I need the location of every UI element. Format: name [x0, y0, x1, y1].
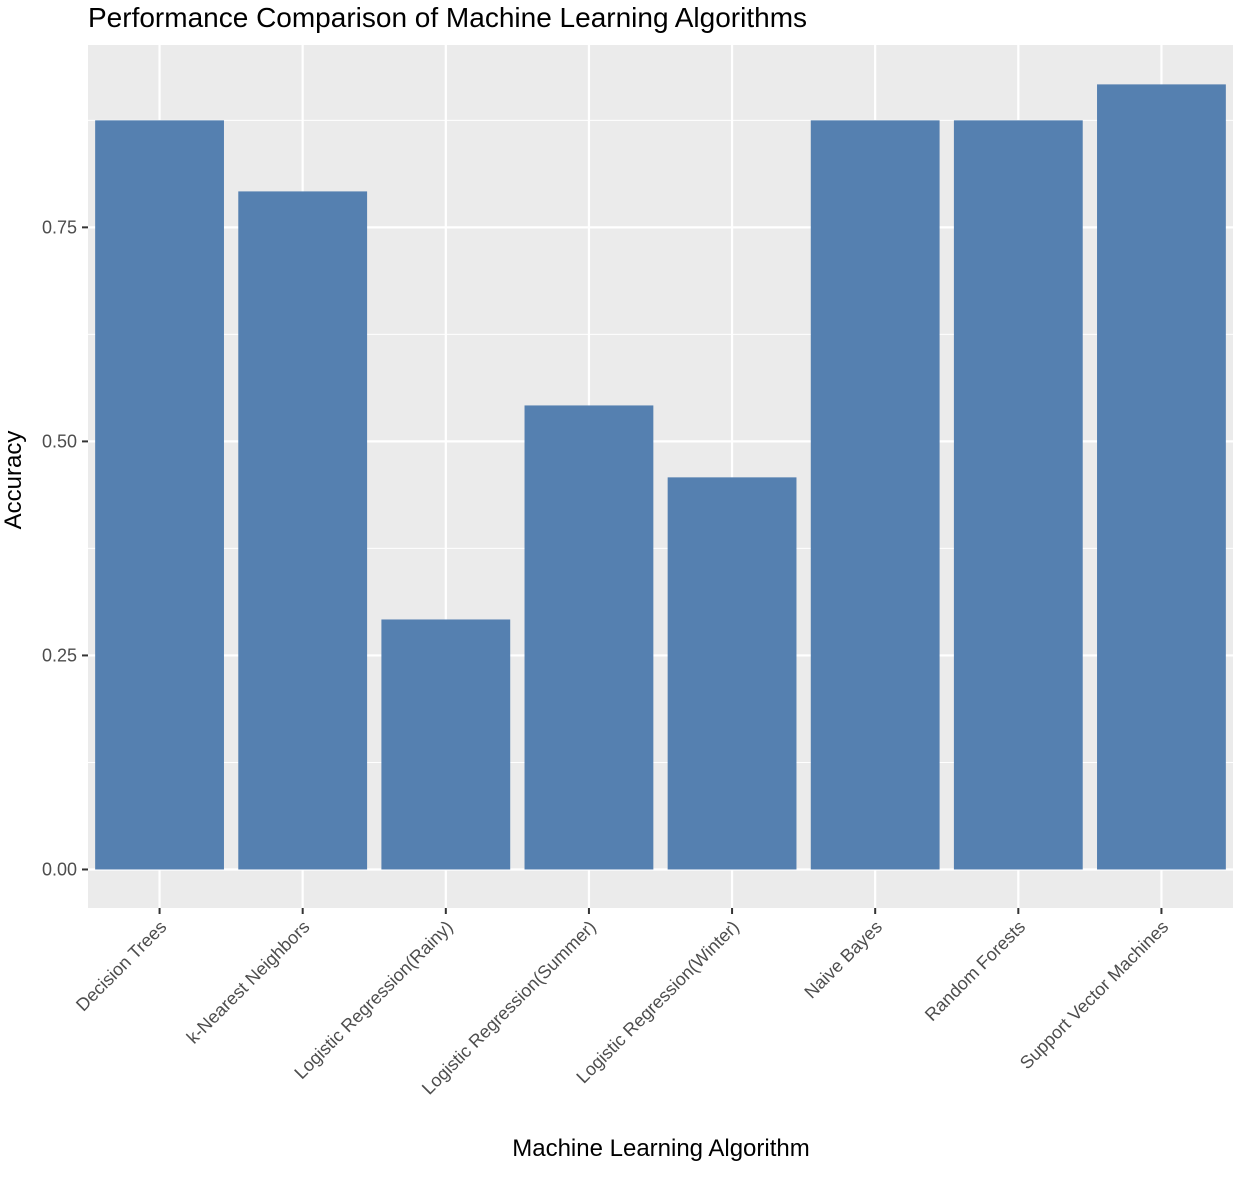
y-tick-label: 0.50 — [42, 431, 77, 451]
chart-title: Performance Comparison of Machine Learni… — [88, 2, 807, 33]
bar — [95, 120, 224, 870]
x-tick-label: k-Nearest Neighbors — [183, 917, 314, 1048]
y-tick-label: 0.25 — [42, 645, 77, 665]
x-axis: Decision Trees k-Nearest NeighborsLogisti… — [72, 908, 1172, 1098]
x-tick-label: Naive Bayes — [800, 917, 886, 1003]
bar — [667, 477, 797, 870]
bar — [524, 405, 654, 870]
y-axis-title: Accuracy — [0, 431, 27, 530]
x-tick-label: Support Vector Machines — [1016, 917, 1172, 1073]
x-tick-label: Decision Trees — [72, 917, 170, 1015]
bar — [381, 619, 511, 870]
x-tick-label: Logistic Regression(Winter) — [572, 917, 742, 1087]
bar — [1097, 84, 1226, 870]
bars — [95, 84, 1226, 870]
x-tick-label: Random Forests — [921, 917, 1029, 1025]
y-axis: 0.00 0.25 0.50 0.75 — [42, 217, 88, 879]
bar — [953, 120, 1083, 870]
x-tick-label: Logistic Regression(Rainy) — [290, 917, 456, 1083]
bar — [238, 191, 368, 870]
bar — [810, 120, 940, 870]
x-axis-title: Machine Learning Algorithm — [512, 1135, 810, 1162]
y-tick-label: 0.75 — [42, 217, 77, 237]
y-tick-label: 0.00 — [42, 859, 77, 879]
x-tick-label: Logistic Regression(Summer) — [418, 917, 600, 1099]
